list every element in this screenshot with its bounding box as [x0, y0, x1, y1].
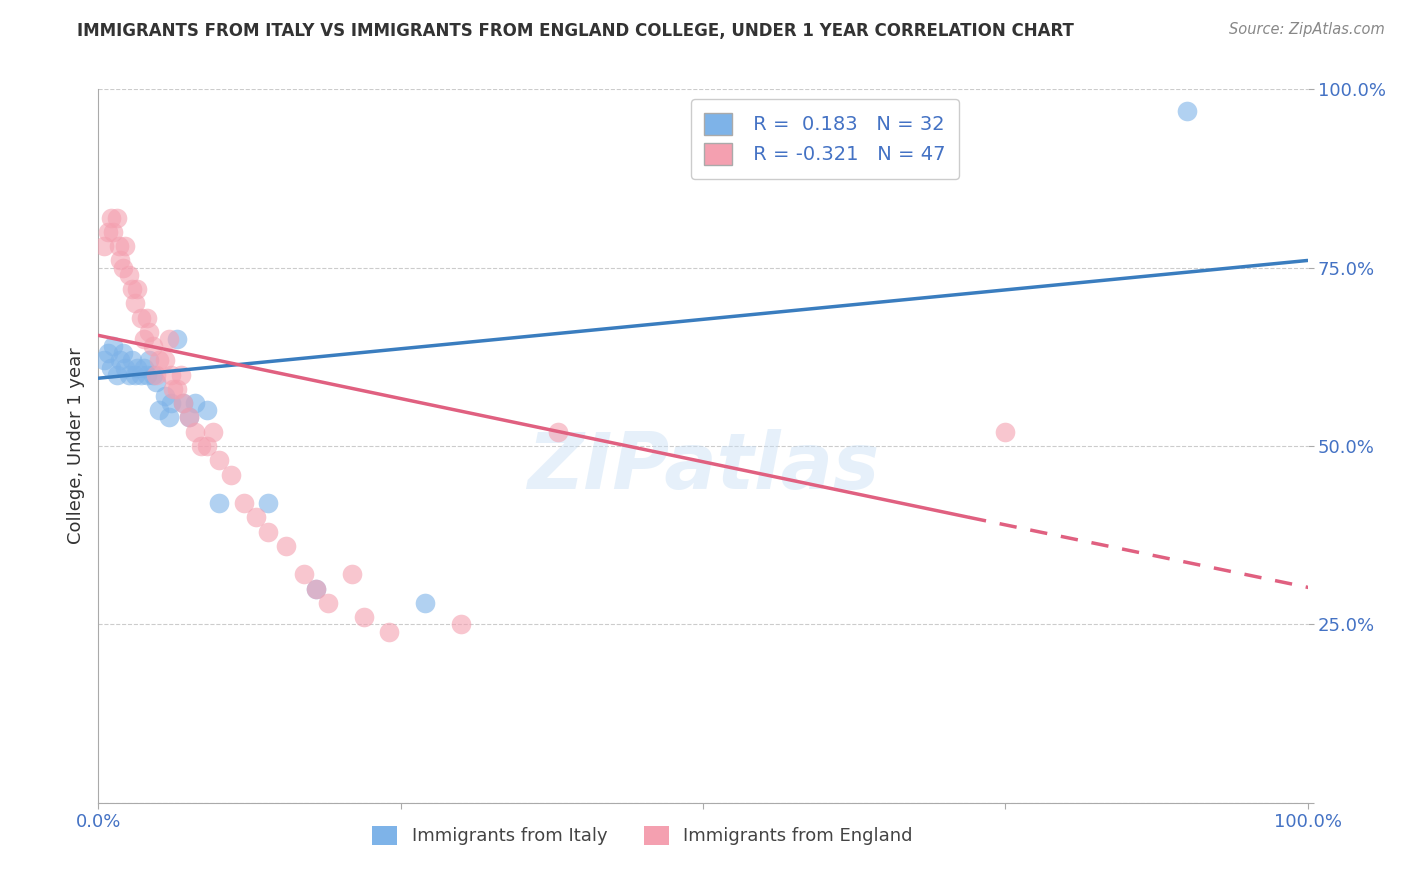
Point [195, 403, 218, 417]
Point [305, 582, 328, 596]
Point [153, 353, 176, 368]
Point [114, 360, 136, 375]
Point [292, 567, 315, 582]
Point [413, 596, 436, 610]
Point [138, 353, 160, 368]
Point [547, 425, 569, 439]
Point [256, 524, 278, 539]
Point [316, 596, 339, 610]
Point [127, 360, 149, 375]
Point [221, 467, 243, 482]
Point [142, 339, 165, 353]
Point [157, 332, 180, 346]
Point [105, 368, 128, 382]
Point [377, 624, 399, 639]
Point [148, 403, 170, 417]
Point [101, 225, 124, 239]
Point [166, 332, 188, 346]
Text: IMMIGRANTS FROM ITALY VS IMMIGRANTS FROM ENGLAND COLLEGE, UNDER 1 YEAR CORRELATI: IMMIGRANTS FROM ITALY VS IMMIGRANTS FROM… [77, 22, 1074, 40]
Point [450, 617, 472, 632]
Legend: Immigrants from Italy, Immigrants from England: Immigrants from Italy, Immigrants from E… [360, 814, 925, 858]
Point [129, 310, 152, 325]
Point [138, 325, 160, 339]
Point [274, 539, 297, 553]
Point [232, 496, 254, 510]
Point [135, 368, 157, 382]
Point [108, 353, 131, 368]
Point [169, 368, 191, 382]
Point [160, 368, 183, 382]
Point [172, 396, 194, 410]
Point [108, 239, 131, 253]
Point [111, 260, 134, 275]
Point [93, 353, 115, 368]
Point [121, 282, 143, 296]
Point [118, 368, 141, 382]
Point [100, 360, 122, 375]
Point [134, 360, 156, 375]
Point [97, 346, 120, 360]
Point [145, 375, 167, 389]
Text: Source: ZipAtlas.com: Source: ZipAtlas.com [1229, 22, 1385, 37]
Point [135, 310, 157, 325]
Point [245, 510, 267, 524]
Point [134, 332, 156, 346]
Point [195, 439, 218, 453]
Point [208, 453, 231, 467]
Point [101, 339, 124, 353]
Point [118, 268, 141, 282]
Point [124, 296, 146, 310]
Point [111, 346, 134, 360]
Point [162, 382, 184, 396]
Text: ZIPatlas: ZIPatlas [527, 429, 879, 506]
Point [148, 353, 170, 368]
Point [93, 239, 115, 253]
Point [114, 239, 136, 253]
Point [121, 353, 143, 368]
Point [105, 211, 128, 225]
Point [994, 425, 1017, 439]
Point [184, 425, 207, 439]
Point [160, 396, 183, 410]
Point [108, 253, 131, 268]
Point [142, 368, 165, 382]
Point [145, 368, 167, 382]
Point [179, 410, 201, 425]
Point [256, 496, 278, 510]
Point [208, 496, 231, 510]
Point [179, 410, 201, 425]
Point [342, 567, 364, 582]
Point [153, 389, 176, 403]
Point [202, 425, 225, 439]
Point [100, 211, 122, 225]
Point [190, 439, 212, 453]
Y-axis label: College, Under 1 year: College, Under 1 year [66, 348, 84, 544]
Point [305, 582, 328, 596]
Point [157, 410, 180, 425]
Point [166, 382, 188, 396]
Point [172, 396, 194, 410]
Point [124, 368, 146, 382]
Point [129, 368, 152, 382]
Point [1175, 103, 1198, 118]
Point [184, 396, 207, 410]
Point [353, 610, 375, 624]
Point [97, 225, 120, 239]
Point [127, 282, 149, 296]
